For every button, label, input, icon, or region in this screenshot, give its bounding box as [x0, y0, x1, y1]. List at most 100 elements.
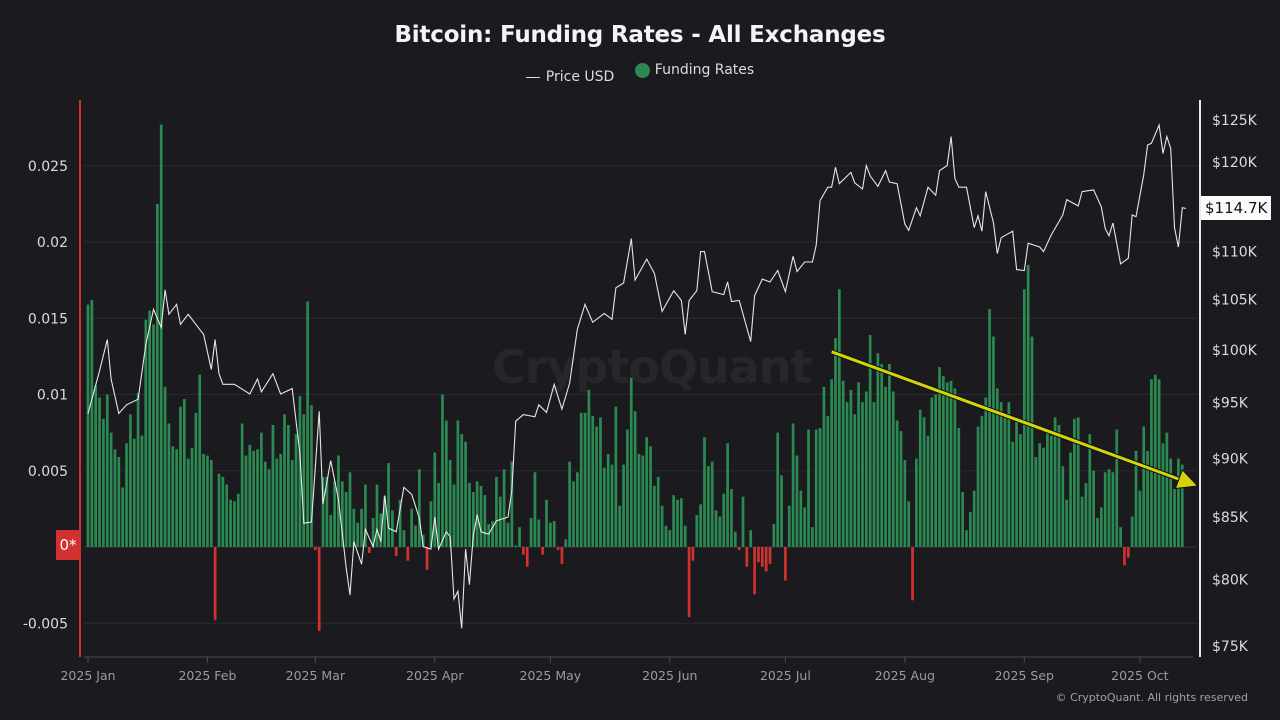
funding-bar-negative	[764, 547, 768, 572]
funding-bar-positive	[926, 435, 930, 547]
funding-bar-positive	[741, 496, 745, 547]
funding-bar-positive	[614, 406, 618, 547]
funding-bar-positive	[502, 469, 506, 547]
funding-bar-positive	[136, 392, 140, 547]
funding-bar-negative	[911, 547, 914, 601]
funding-bar-positive	[776, 432, 780, 547]
line-marker-icon	[525, 76, 540, 78]
funding-bar-positive	[552, 521, 556, 547]
funding-bar-positive	[876, 353, 880, 547]
funding-bar-positive	[915, 458, 918, 547]
left-axis-tick-label: 0.025	[28, 159, 68, 175]
funding-bar-positive	[290, 460, 294, 547]
funding-bar-positive	[861, 402, 864, 547]
funding-bar-positive	[252, 450, 256, 547]
funding-bar-negative	[1123, 547, 1126, 566]
legend-label-funding: Funding Rates	[654, 62, 755, 78]
funding-bar-positive	[240, 423, 244, 547]
funding-bar-positive	[144, 319, 148, 547]
funding-bar-positive	[163, 386, 167, 547]
funding-bar-positive	[514, 545, 518, 547]
right-axis-tick-label: $105K	[1212, 293, 1258, 309]
funding-bar-positive	[733, 531, 737, 547]
funding-bar-positive	[864, 391, 868, 547]
left-axis-tick-label: 0.02	[37, 235, 68, 251]
funding-bar-positive	[375, 484, 379, 547]
funding-bar-positive	[965, 530, 968, 547]
legend-item-funding[interactable]: Funding Rates	[634, 62, 755, 78]
arrowhead-icon	[1174, 468, 1199, 490]
funding-bar-positive	[918, 409, 922, 547]
funding-bar-positive	[202, 453, 205, 547]
funding-bar-positive	[629, 377, 633, 547]
funding-bar-positive	[1177, 458, 1180, 547]
funding-bar-positive	[105, 394, 109, 547]
funding-bar-positive	[1015, 421, 1018, 547]
funding-bar-positive	[699, 504, 702, 547]
funding-bar-positive	[706, 466, 710, 547]
funding-bar-positive	[795, 455, 799, 547]
funding-bars	[86, 124, 1184, 631]
funding-bar-positive	[1153, 374, 1157, 547]
funding-bar-positive	[283, 414, 286, 547]
funding-bar-positive	[402, 530, 406, 547]
funding-bar-negative	[317, 547, 321, 631]
funding-bar-positive	[672, 495, 676, 547]
funding-bar-positive	[325, 476, 329, 547]
funding-bar-positive	[321, 476, 325, 547]
funding-bar-positive	[968, 511, 972, 547]
funding-bar-negative	[367, 547, 371, 554]
chart-title: Bitcoin: Funding Rates - All Exchanges	[394, 22, 886, 48]
funding-bar-positive	[125, 443, 128, 547]
funding-bar-positive	[441, 394, 444, 547]
funding-bar-positive	[961, 492, 964, 547]
watermark: CryptoQuant	[492, 340, 813, 394]
funding-bar-positive	[1022, 289, 1026, 547]
funding-bar-negative	[1126, 547, 1130, 558]
funding-bar-positive	[121, 487, 125, 547]
funding-bar-positive	[1150, 379, 1153, 547]
funding-bar-positive	[498, 496, 502, 547]
funding-bar-negative	[687, 547, 691, 618]
funding-bar-positive	[1130, 516, 1134, 547]
x-axis-tick-label: 2025 Jul	[760, 668, 811, 683]
funding-bar-positive	[791, 423, 795, 547]
funding-bar-negative	[213, 547, 217, 621]
x-axis-tick-label: 2025 Mar	[286, 668, 346, 683]
funding-bar-positive	[656, 476, 660, 547]
funding-bar-positive	[1003, 414, 1007, 547]
funding-bar-positive	[179, 406, 182, 547]
funding-bar-positive	[456, 420, 460, 547]
funding-bar-positive	[233, 501, 236, 547]
funding-bar-positive	[1073, 418, 1076, 547]
funding-bar-negative	[394, 547, 398, 557]
funding-bar-positive	[298, 396, 302, 547]
trend-line	[831, 350, 1180, 481]
funding-bar-positive	[510, 461, 514, 547]
funding-bar-positive	[429, 501, 433, 547]
funding-bar-positive	[1169, 458, 1173, 547]
funding-bar-positive	[1080, 496, 1084, 547]
funding-bar-negative	[757, 547, 760, 563]
funding-bar-positive	[803, 507, 807, 547]
funding-bar-positive	[533, 472, 537, 547]
funding-bar-positive	[1042, 447, 1045, 547]
right-axis-tick-label: $85K	[1212, 510, 1249, 526]
funding-bar-positive	[980, 415, 984, 547]
funding-bar-positive	[683, 525, 687, 547]
funding-bar-positive	[198, 374, 202, 547]
funding-bar-negative	[691, 547, 695, 561]
funding-bar-positive	[945, 382, 949, 547]
funding-bar-positive	[891, 391, 895, 547]
funding-bar-positive	[229, 499, 232, 547]
zero-line-badge: 0*	[56, 530, 80, 560]
funding-bar-positive	[568, 461, 571, 547]
right-axis-tick-label: $80K	[1212, 573, 1249, 589]
funding-bar-negative	[522, 547, 525, 555]
legend-item-price[interactable]: Price USD	[525, 69, 614, 85]
funding-bar-positive	[414, 525, 417, 547]
funding-bar-positive	[888, 364, 891, 547]
funding-bar-positive	[148, 310, 151, 547]
funding-bar-positive	[999, 402, 1003, 547]
